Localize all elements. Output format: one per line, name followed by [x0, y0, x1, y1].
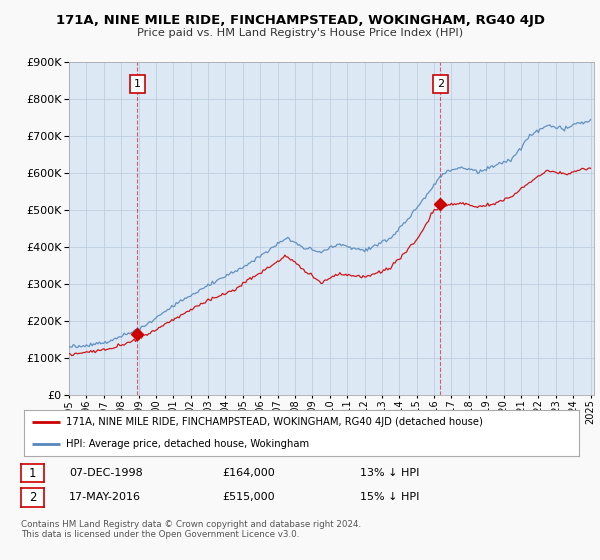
Text: 15% ↓ HPI: 15% ↓ HPI	[360, 492, 419, 502]
Text: £164,000: £164,000	[222, 468, 275, 478]
Text: 13% ↓ HPI: 13% ↓ HPI	[360, 468, 419, 478]
Text: 17-MAY-2016: 17-MAY-2016	[69, 492, 141, 502]
Text: 1: 1	[29, 466, 36, 480]
Text: Contains HM Land Registry data © Crown copyright and database right 2024.
This d: Contains HM Land Registry data © Crown c…	[21, 520, 361, 539]
Text: 2: 2	[29, 491, 36, 504]
Text: 171A, NINE MILE RIDE, FINCHAMPSTEAD, WOKINGHAM, RG40 4JD: 171A, NINE MILE RIDE, FINCHAMPSTEAD, WOK…	[56, 14, 545, 27]
Text: £515,000: £515,000	[222, 492, 275, 502]
Text: 07-DEC-1998: 07-DEC-1998	[69, 468, 143, 478]
Text: 2: 2	[437, 79, 444, 89]
Text: HPI: Average price, detached house, Wokingham: HPI: Average price, detached house, Woki…	[65, 440, 309, 450]
Text: Price paid vs. HM Land Registry's House Price Index (HPI): Price paid vs. HM Land Registry's House …	[137, 28, 463, 38]
Text: 171A, NINE MILE RIDE, FINCHAMPSTEAD, WOKINGHAM, RG40 4JD (detached house): 171A, NINE MILE RIDE, FINCHAMPSTEAD, WOK…	[65, 417, 482, 427]
Text: 1: 1	[134, 79, 140, 89]
